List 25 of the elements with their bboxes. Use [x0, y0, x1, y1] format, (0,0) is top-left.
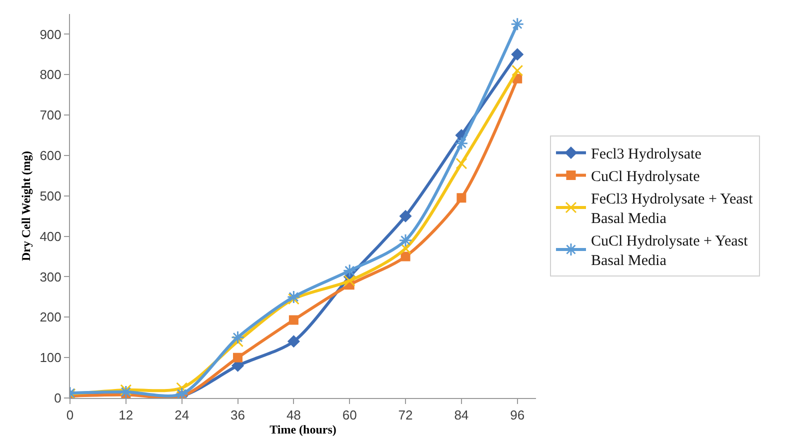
x-tick-label: 12 — [118, 408, 134, 423]
y-tick-label: 200 — [40, 310, 62, 325]
y-tick-label: 100 — [40, 350, 62, 366]
legend-label: Fecl3 Hydrolysate — [590, 146, 702, 163]
legend-label: FeCl3 Hydrolysate + Yeast Basal Media — [590, 192, 754, 228]
x-tick-label: 48 — [286, 408, 301, 423]
x-tick-label: 72 — [398, 408, 413, 423]
y-tick-label: 300 — [40, 269, 62, 284]
x-tick-label: 96 — [510, 408, 525, 423]
x-tick-label: 0 — [66, 408, 74, 423]
y-tick-label: 0 — [54, 390, 62, 406]
y-tick-label: 700 — [40, 108, 62, 123]
x-tick-label: 84 — [454, 408, 469, 423]
x-axis-title: Time (hours) — [270, 422, 336, 437]
legend-label: CuCl Hydrolysate — [590, 169, 700, 186]
y-tick-label: 800 — [40, 67, 62, 82]
y-tick-label: 900 — [40, 26, 62, 42]
x-tick-label: 60 — [342, 408, 357, 423]
y-tick-label: 400 — [40, 228, 62, 244]
x-tick-label: 36 — [230, 408, 245, 423]
x-tick-label: 24 — [174, 408, 190, 423]
y-axis-title: Dry Cell Weight (mg) — [18, 150, 33, 262]
y-tick-label: 600 — [40, 148, 62, 164]
legend-label: CuCl Hydrolysate + Yeast Basal Media — [590, 234, 749, 270]
y-tick-label: 500 — [40, 188, 62, 204]
